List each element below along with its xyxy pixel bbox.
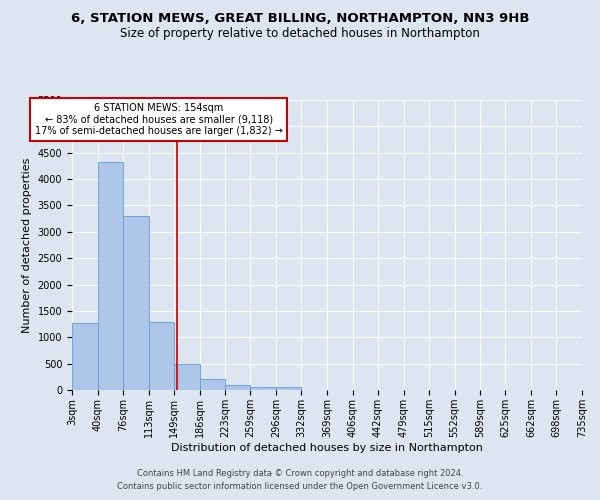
Bar (199, 379, 225, 390)
Y-axis label: Number of detached properties: Number of detached properties (22, 158, 32, 332)
Text: Contains public sector information licensed under the Open Government Licence v3: Contains public sector information licen… (118, 482, 482, 491)
Bar (98, 162, 123, 390)
Bar (72, 323, 98, 390)
Text: Size of property relative to detached houses in Northampton: Size of property relative to detached ho… (120, 28, 480, 40)
Bar (225, 386, 250, 390)
Bar (123, 216, 149, 390)
Text: 6 STATION MEWS: 154sqm
← 83% of detached houses are smaller (9,118)
17% of semi-: 6 STATION MEWS: 154sqm ← 83% of detached… (35, 103, 283, 136)
Bar (250, 387, 276, 390)
X-axis label: Distribution of detached houses by size in Northampton: Distribution of detached houses by size … (171, 442, 483, 452)
Bar (149, 322, 174, 390)
Text: Contains HM Land Registry data © Crown copyright and database right 2024.: Contains HM Land Registry data © Crown c… (137, 468, 463, 477)
Bar (174, 364, 199, 390)
Bar (276, 388, 301, 390)
Text: 6, STATION MEWS, GREAT BILLING, NORTHAMPTON, NN3 9HB: 6, STATION MEWS, GREAT BILLING, NORTHAMP… (71, 12, 529, 26)
